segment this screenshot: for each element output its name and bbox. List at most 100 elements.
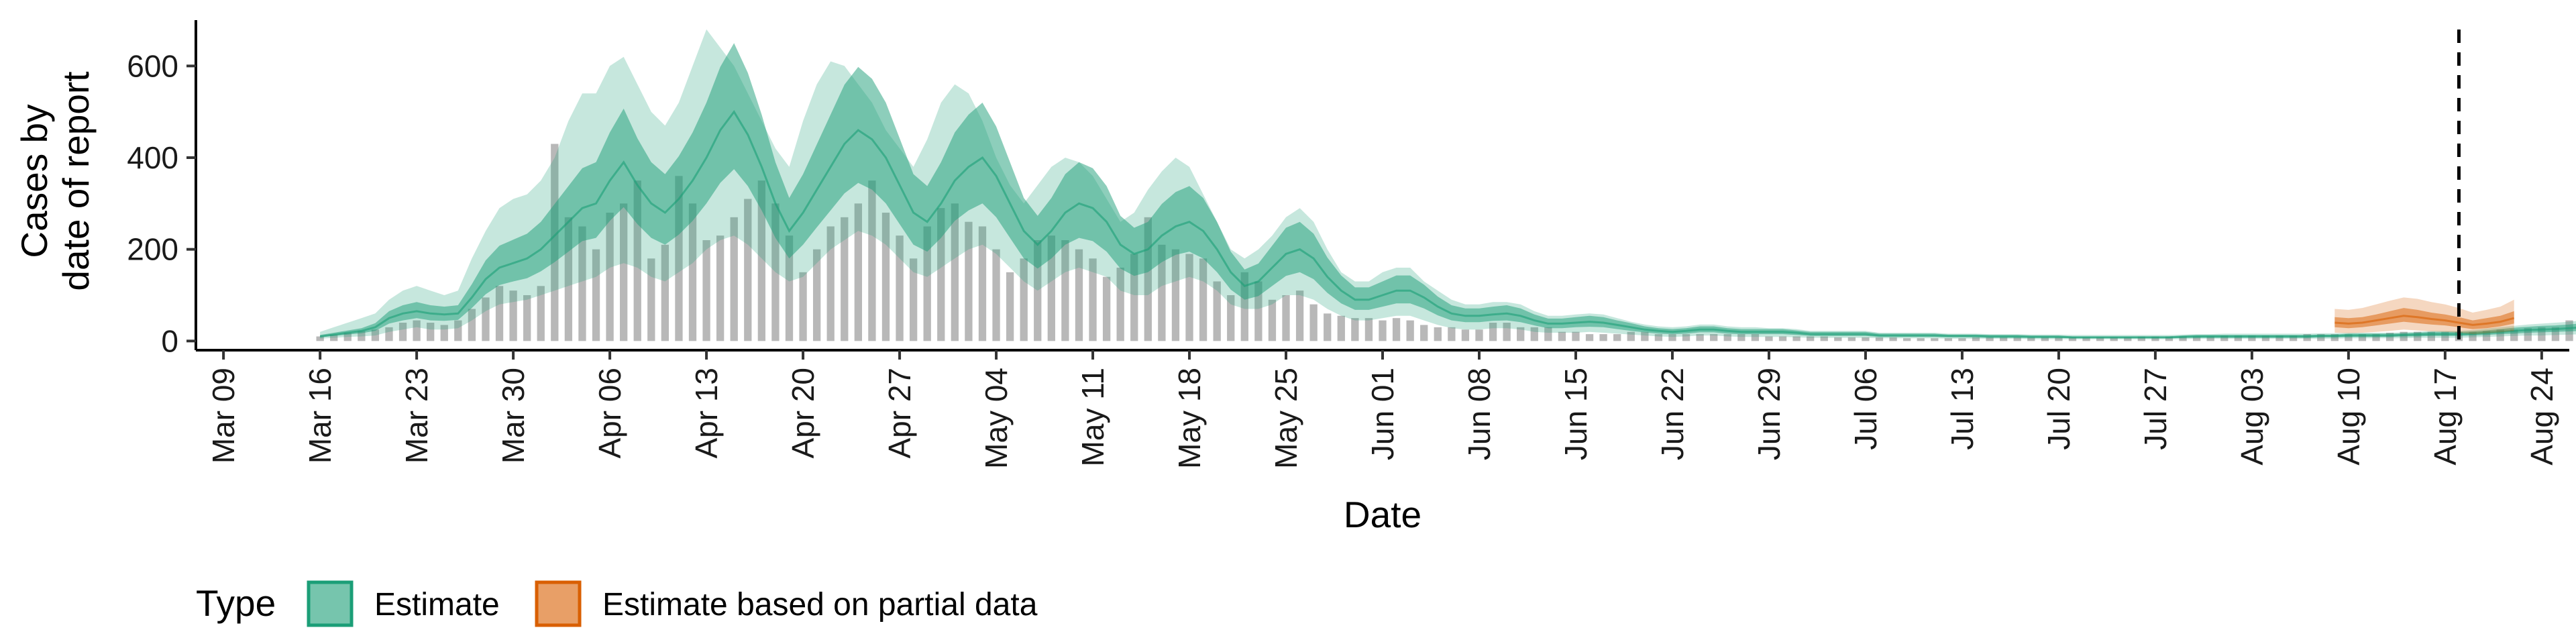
reported-case-bar: [826, 226, 835, 341]
x-tick-label: Aug 03: [2235, 368, 2269, 466]
x-tick-label: Jul 20: [2041, 368, 2076, 450]
x-axis-title: Date: [1344, 494, 1421, 535]
reported-case-bar: [1765, 336, 1773, 341]
reported-case-bar: [978, 226, 987, 341]
reported-cases-bars: [316, 144, 2573, 341]
reported-case-bar: [2330, 334, 2339, 341]
reported-case-bar: [1020, 258, 1028, 341]
reported-case-bar: [1641, 331, 1649, 341]
x-tick-label: May 11: [1075, 368, 1110, 466]
reported-case-bar: [2524, 328, 2532, 341]
reported-case-bar: [592, 249, 600, 341]
reported-case-bar: [2275, 335, 2284, 341]
reported-case-bar: [841, 217, 849, 341]
reported-case-bar: [785, 235, 794, 341]
reported-case-bar: [1668, 334, 1676, 341]
estimate-ribbons: [319, 29, 2576, 339]
legend: Type Estimate Estimate based on partial …: [196, 580, 1038, 627]
reported-case-bar: [1102, 276, 1111, 341]
reported-case-bar: [1778, 336, 1787, 341]
x-tick-label: Apr 20: [786, 368, 820, 459]
reported-case-bar: [1710, 334, 1718, 341]
reported-case-bar: [606, 213, 614, 341]
x-tick-label: Apr 13: [689, 368, 724, 459]
reported-case-bar: [2013, 337, 2021, 341]
reported-case-bar: [1227, 295, 1235, 341]
reported-case-bar: [951, 203, 959, 341]
reported-case-bar: [1295, 290, 1304, 341]
reported-case-bar: [702, 240, 710, 341]
x-tick-label: Jun 08: [1462, 368, 1497, 460]
reported-case-bar: [2482, 331, 2491, 341]
x-tick-label: Jun 01: [1365, 368, 1400, 460]
reported-case-bar: [1379, 320, 1387, 341]
reported-case-bar: [1351, 318, 1359, 341]
reported-case-bar: [633, 180, 641, 341]
reported-case-bar: [1944, 338, 1953, 341]
reported-case-bar: [1847, 337, 1856, 341]
x-tick-label: May 18: [1172, 368, 1207, 469]
reported-case-bar: [1723, 334, 1731, 341]
reported-case-bar: [2234, 335, 2242, 341]
reported-case-bar: [661, 244, 669, 341]
reported-case-bar: [620, 203, 628, 341]
reported-case-bar: [1130, 254, 1138, 341]
reported-case-bar: [675, 176, 683, 341]
x-tick-label: Jul 27: [2138, 368, 2173, 450]
legend-label-estimate: Estimate: [374, 587, 500, 623]
reported-case-bar: [896, 235, 904, 341]
x-tick-label: Mar 23: [399, 368, 434, 464]
x-tick-label: Jul 06: [1848, 368, 1883, 450]
reported-case-bar: [2248, 335, 2256, 341]
reported-case-bar: [992, 249, 1000, 341]
reported-case-bar: [1434, 327, 1442, 341]
reported-case-bar: [1572, 331, 1580, 341]
reported-case-bar: [1792, 336, 1801, 341]
x-tick-label: Apr 06: [592, 368, 627, 459]
reported-case-bar: [1986, 337, 1994, 341]
reported-case-bar: [2358, 334, 2367, 341]
reported-case-bar: [868, 180, 876, 341]
partial-estimate-ribbons: [2334, 297, 2515, 335]
reported-case-bar: [1420, 325, 1428, 341]
reported-case-bar: [1875, 337, 1884, 341]
reported-case-bar: [523, 295, 531, 341]
reported-case-bar: [1406, 320, 1414, 341]
x-tick-label: May 04: [979, 368, 1014, 469]
reported-case-bar: [744, 199, 752, 341]
reported-case-bar: [440, 325, 448, 341]
reported-case-bar: [316, 336, 324, 341]
reported-case-bar: [1199, 258, 1208, 341]
x-tick-label: Jun 29: [1752, 368, 1786, 460]
reported-case-bar: [2372, 334, 2380, 341]
reported-case-bar: [2551, 327, 2560, 341]
reported-case-bar: [2441, 331, 2449, 341]
reported-case-bar: [2179, 336, 2187, 341]
estimate-median-line: [319, 110, 2576, 339]
reported-case-bar: [1282, 295, 1290, 341]
reported-case-bar: [2082, 337, 2090, 341]
reported-case-bar: [413, 320, 421, 341]
reported-case-bar: [1737, 334, 1746, 341]
reported-case-bar: [1682, 334, 1690, 341]
reported-case-bar: [881, 213, 890, 341]
reported-case-bar: [1917, 338, 1925, 341]
reported-case-bar: [2110, 337, 2118, 341]
reported-case-bar: [1089, 258, 1097, 341]
reported-case-bar: [1834, 337, 1842, 341]
reported-case-bar: [1530, 327, 1538, 341]
reported-case-bar: [537, 286, 545, 341]
reported-case-bar: [1544, 327, 1552, 341]
reported-case-bar: [1475, 329, 1483, 341]
reported-case-bar: [1585, 334, 1594, 341]
y-axis-title-line-2: date of report: [55, 71, 97, 290]
reported-case-bar: [1931, 338, 1939, 341]
x-tick-label: Mar 09: [206, 368, 241, 464]
plot-area: [316, 29, 2576, 350]
reported-case-bar: [909, 258, 918, 341]
reported-case-bar: [1558, 331, 1566, 341]
reported-case-bar: [564, 217, 573, 341]
reported-case-bar: [1862, 337, 1870, 341]
legend-swatch-estimate: [307, 580, 354, 627]
reported-case-bar: [2096, 337, 2104, 341]
